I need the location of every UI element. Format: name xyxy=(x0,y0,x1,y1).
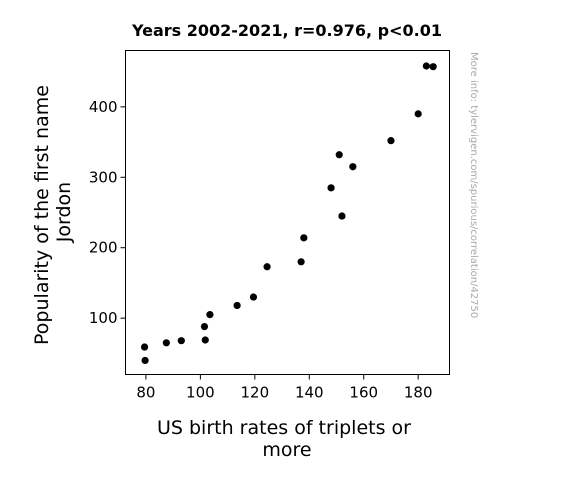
data-point xyxy=(249,293,258,301)
data-point xyxy=(429,63,437,71)
y-tick-label: 300 xyxy=(89,168,118,186)
data-point xyxy=(200,323,209,331)
x-axis-label: US birth rates of triplets or more xyxy=(157,417,417,461)
watermark-group: More info: tylervigen.com/spurious/corre… xyxy=(468,52,479,318)
x-tick-label: 120 xyxy=(241,384,270,402)
y-axis-ticks: 100 200 300 400 xyxy=(89,98,126,327)
y-tick-label: 100 xyxy=(89,309,118,327)
x-axis-ticks: 80 100 120 140 160 180 xyxy=(136,374,433,402)
data-point xyxy=(177,337,185,345)
data-point xyxy=(263,263,271,271)
data-point xyxy=(297,258,305,266)
data-point xyxy=(414,110,422,118)
data-point xyxy=(141,356,149,365)
data-point xyxy=(140,343,149,351)
y-axis-label-line-2: Jordon xyxy=(53,182,75,243)
data-point xyxy=(201,336,209,344)
data-point xyxy=(335,151,343,159)
data-point xyxy=(422,62,430,70)
data-point xyxy=(233,301,241,310)
y-tick-label: 200 xyxy=(89,239,118,257)
data-point xyxy=(349,163,357,171)
x-tick-label: 140 xyxy=(295,384,324,402)
x-tick-label: 100 xyxy=(186,384,215,402)
y-axis-label-line-1: Popularity of the first name xyxy=(31,85,53,345)
data-points xyxy=(140,62,437,365)
data-point xyxy=(206,311,214,319)
x-tick-label: 160 xyxy=(349,384,378,402)
y-axis-label-group: Popularity of the first name Jordon xyxy=(31,79,75,345)
data-point xyxy=(387,137,395,145)
data-point xyxy=(162,339,170,347)
data-point xyxy=(327,184,335,192)
watermark-text: More info: tylervigen.com/spurious/corre… xyxy=(468,52,479,318)
data-point xyxy=(338,212,346,220)
chart-title: Years 2002-2021, r=0.976, p<0.01 xyxy=(131,21,442,40)
x-tick-label: 80 xyxy=(136,384,155,402)
y-tick-label: 400 xyxy=(89,98,118,116)
y-axis-label: Popularity of the first name Jordon xyxy=(31,79,75,345)
data-point xyxy=(300,234,308,242)
x-axis-label-line-1: US birth rates of triplets or xyxy=(157,417,411,439)
x-tick-label: 180 xyxy=(404,384,433,402)
plot-area-frame xyxy=(125,50,450,375)
x-axis-label-line-2: more xyxy=(262,439,311,461)
